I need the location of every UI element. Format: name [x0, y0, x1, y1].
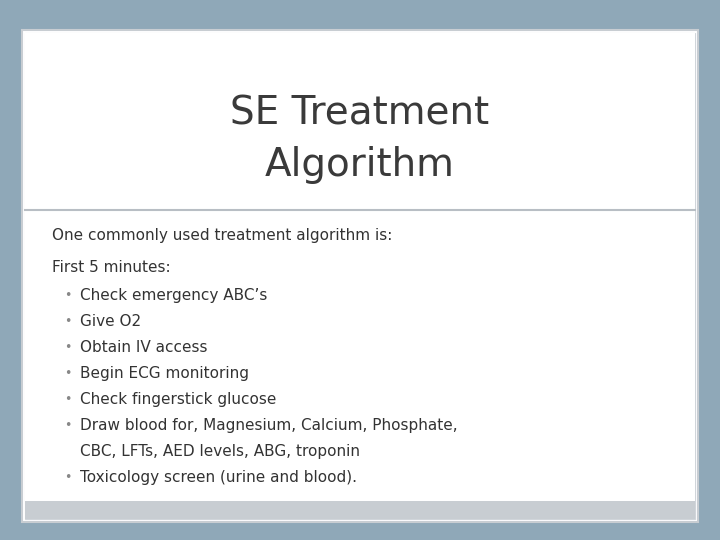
Text: •: • [64, 418, 72, 431]
FancyBboxPatch shape [25, 33, 695, 210]
FancyBboxPatch shape [22, 30, 698, 522]
Text: •: • [64, 341, 72, 354]
Text: Check fingerstick glucose: Check fingerstick glucose [80, 392, 276, 407]
Text: Obtain IV access: Obtain IV access [80, 340, 207, 355]
FancyBboxPatch shape [25, 501, 695, 519]
FancyBboxPatch shape [25, 210, 695, 519]
Text: Begin ECG monitoring: Begin ECG monitoring [80, 366, 249, 381]
Text: •: • [64, 367, 72, 380]
Text: Give O2: Give O2 [80, 314, 141, 328]
Text: Check emergency ABC’s: Check emergency ABC’s [80, 288, 267, 302]
Text: One commonly used treatment algorithm is:: One commonly used treatment algorithm is… [52, 227, 392, 242]
Text: Draw blood for, Magnesium, Calcium, Phosphate,: Draw blood for, Magnesium, Calcium, Phos… [80, 417, 458, 433]
Text: SE Treatment: SE Treatment [230, 94, 490, 132]
Text: First 5 minutes:: First 5 minutes: [52, 260, 171, 274]
Text: •: • [64, 315, 72, 328]
Text: CBC, LFTs, AED levels, ABG, troponin: CBC, LFTs, AED levels, ABG, troponin [80, 443, 360, 458]
Text: Algorithm: Algorithm [265, 146, 455, 184]
Text: •: • [64, 393, 72, 406]
Text: •: • [64, 470, 72, 484]
Text: •: • [64, 288, 72, 301]
Text: Toxicology screen (urine and blood).: Toxicology screen (urine and blood). [80, 470, 357, 484]
